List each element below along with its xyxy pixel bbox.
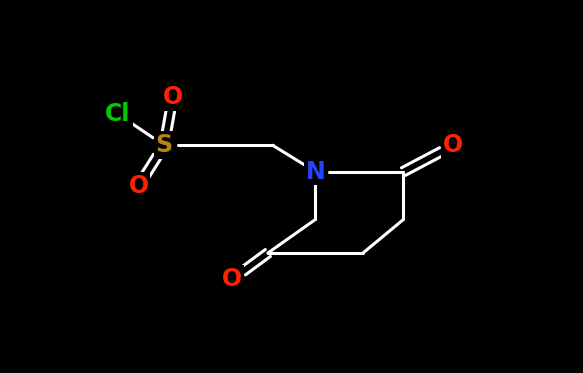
Text: O: O <box>128 174 149 198</box>
Text: N: N <box>305 160 325 184</box>
Text: O: O <box>163 85 183 109</box>
Text: O: O <box>222 267 243 291</box>
Text: O: O <box>443 133 463 157</box>
Text: Cl: Cl <box>106 102 131 126</box>
Text: S: S <box>156 133 173 157</box>
